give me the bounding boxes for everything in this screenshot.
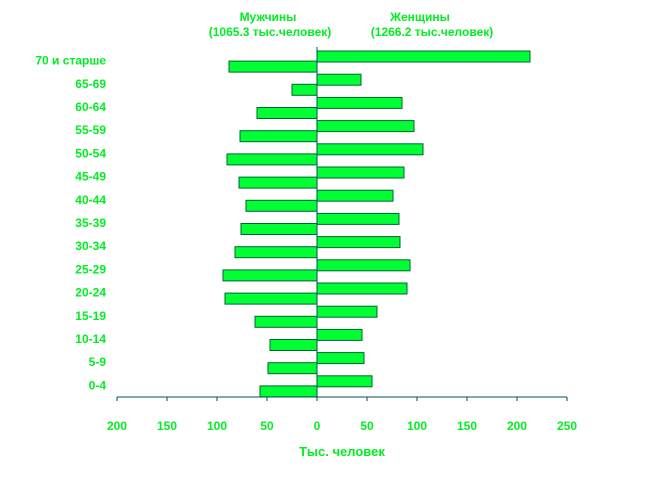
bar-men-60-64: [256, 107, 318, 119]
category-label: 60-64: [75, 100, 106, 114]
category-label: 0-4: [89, 378, 107, 392]
bar-men-5-9: [267, 362, 318, 375]
x-tick-label: 200: [107, 419, 127, 433]
x-tick-label: 100: [207, 419, 227, 433]
bar-men-70 и старше: [228, 60, 318, 73]
axis-layer: [116, 47, 568, 401]
category-label: 50-54: [75, 146, 106, 160]
category-label: 10-14: [75, 332, 106, 346]
bar-men-40-44: [245, 199, 318, 212]
x-tick-label: 250: [557, 419, 577, 433]
bar-men-35-39: [240, 223, 318, 235]
x-tick-label: 50: [360, 419, 374, 433]
series-subtitle-men: (1065.3 тыс.человек): [209, 25, 332, 39]
bar-women-60-64: [316, 96, 403, 109]
x-tick-label: 50: [260, 419, 274, 433]
bar-men-65-69: [291, 83, 318, 96]
bar-men-30-34: [234, 246, 318, 259]
bar-men-25-29: [222, 269, 318, 282]
x-tick-label: 100: [407, 419, 427, 433]
x-tick-label: 150: [157, 419, 177, 433]
bar-women-55-59: [316, 120, 415, 133]
text-layer: Мужчины (1065.3 тыс.человек) Женщины (12…: [35, 10, 577, 459]
series-name-women: Женщины: [389, 10, 450, 24]
bar-women-35-39: [316, 212, 400, 225]
bar-men-15-19: [254, 315, 318, 328]
bar-women-65-69: [316, 73, 362, 86]
series-name-men: Мужчины: [240, 10, 297, 24]
x-axis-title: Тыс. человек: [299, 444, 385, 459]
category-label: 45-49: [75, 170, 106, 184]
x-tick-label: 0: [314, 419, 321, 433]
bar-men-0-4: [259, 385, 318, 398]
category-label: 20-24: [75, 286, 106, 300]
bar-men-50-54: [226, 153, 318, 166]
bar-men-20-24: [224, 292, 318, 305]
category-label: 25-29: [75, 262, 106, 276]
bars-layer: [222, 50, 531, 398]
category-label: 65-69: [75, 77, 106, 91]
category-label: 30-34: [75, 239, 106, 253]
bar-men-55-59: [239, 130, 318, 143]
bar-women-45-49: [316, 166, 405, 179]
category-label: 55-59: [75, 123, 106, 137]
bar-women-50-54: [316, 143, 424, 156]
category-label: 70 и старше: [35, 54, 106, 68]
category-label: 40-44: [75, 193, 106, 207]
bar-men-10-14: [269, 339, 318, 351]
bar-women-40-44: [316, 189, 394, 202]
x-tick-label: 150: [457, 419, 477, 433]
bar-women-30-34: [316, 236, 401, 249]
category-label: 35-39: [75, 216, 106, 230]
bar-women-5-9: [316, 352, 365, 365]
bar-women-70 и старше: [316, 50, 531, 63]
bar-women-15-19: [316, 305, 378, 318]
bar-women-25-29: [316, 259, 411, 272]
bar-women-20-24: [316, 282, 408, 295]
category-label: 15-19: [75, 309, 106, 323]
category-label: 5-9: [89, 355, 107, 369]
bar-women-0-4: [316, 375, 373, 388]
x-tick-label: 200: [507, 419, 527, 433]
bar-men-45-49: [238, 176, 318, 189]
bar-women-10-14: [316, 328, 363, 341]
series-subtitle-women: (1266.2 тыс.человек): [371, 25, 494, 39]
